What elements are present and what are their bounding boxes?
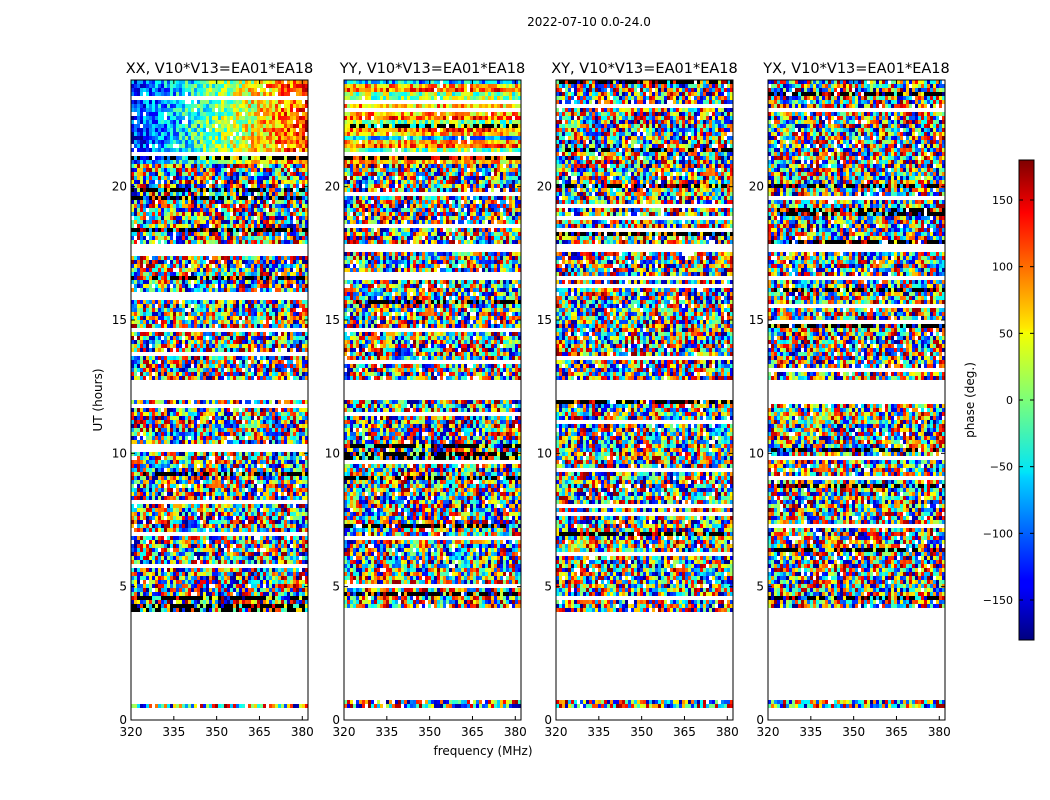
- y-tick-label: 5: [756, 580, 764, 594]
- panel-3: YX, V10*V13=EA01*EA18 320 335 350 365 380 0 5 10…: [749, 61, 951, 739]
- colorbar-label: phase (deg.): [963, 362, 977, 438]
- panel-2: XY, V10*V13=EA01*EA18 320 335 350 365 380 0 5 10…: [537, 61, 739, 739]
- panel-1: YY, V10*V13=EA01*EA18 320 335 350 365 380 0 5 10…: [325, 61, 527, 739]
- y-tick-label: 5: [544, 580, 552, 594]
- x-tick-label: 350: [630, 725, 653, 739]
- axes-frame: [767, 79, 946, 721]
- y-tick-label: 20: [537, 180, 552, 194]
- colorbar-tick-label: 0: [1006, 394, 1013, 407]
- y-tick-label: 10: [537, 446, 552, 460]
- x-tick-label: 350: [418, 725, 441, 739]
- y-tick-label: 10: [325, 446, 340, 460]
- panel-0: XX, V10*V13=EA01*EA18 320 335 350 365 380 0 5 10…: [112, 61, 314, 739]
- axes-frame: [130, 79, 309, 721]
- y-tick-label: 10: [112, 446, 127, 460]
- x-tick-label: 365: [248, 725, 271, 739]
- x-tick-label: 365: [673, 725, 696, 739]
- y-tick-label: 10: [749, 446, 764, 460]
- x-tick-label: 320: [545, 725, 568, 739]
- x-tick-label: 365: [885, 725, 908, 739]
- heatmap-image: [768, 80, 945, 720]
- panel-title: XY, V10*V13=EA01*EA18: [551, 61, 737, 77]
- y-tick-label: 0: [119, 713, 127, 727]
- colorbar-tick-label: −50: [990, 461, 1013, 474]
- x-axis-label: frequency (MHz): [433, 744, 532, 758]
- y-tick-label: 0: [544, 713, 552, 727]
- panel-title: YX, V10*V13=EA01*EA18: [762, 61, 949, 77]
- axes-frame: [555, 79, 734, 721]
- y-tick-label: 15: [537, 313, 552, 327]
- colorbar: 150 100 50 0 −50 −100 −150 phase (deg.): [963, 159, 1035, 641]
- y-tick-label: 0: [332, 713, 340, 727]
- heatmap-image: [556, 80, 733, 720]
- x-tick-label: 350: [842, 725, 865, 739]
- y-tick-label: 20: [749, 180, 764, 194]
- y-tick-label: 15: [325, 313, 340, 327]
- x-tick-label: 320: [757, 725, 780, 739]
- y-axis-label: UT (hours): [91, 368, 105, 431]
- colorbar-tick-label: −150: [983, 594, 1013, 607]
- axes-frame: [343, 79, 522, 721]
- x-tick-label: 320: [333, 725, 356, 739]
- suptitle: 2022-07-10 0.0-24.0: [527, 15, 651, 29]
- heatmap-image: [344, 80, 521, 720]
- y-tick-label: 20: [112, 180, 127, 194]
- y-tick-label: 0: [756, 713, 764, 727]
- y-tick-label: 20: [325, 180, 340, 194]
- x-tick-label: 380: [504, 725, 527, 739]
- y-tick-label: 5: [332, 580, 340, 594]
- colorbar-tick-label: −100: [983, 527, 1013, 540]
- colorbar-tick-label: 100: [992, 261, 1013, 274]
- x-tick-label: 335: [799, 725, 822, 739]
- y-tick-label: 15: [112, 313, 127, 327]
- x-tick-label: 350: [205, 725, 228, 739]
- heatmap-image: [131, 80, 308, 720]
- x-tick-label: 380: [291, 725, 314, 739]
- panel-title: YY, V10*V13=EA01*EA18: [339, 61, 525, 77]
- x-tick-label: 335: [375, 725, 398, 739]
- x-tick-label: 335: [162, 725, 185, 739]
- x-tick-label: 380: [716, 725, 739, 739]
- x-tick-label: 380: [928, 725, 951, 739]
- y-tick-label: 15: [749, 313, 764, 327]
- x-tick-label: 335: [587, 725, 610, 739]
- x-tick-label: 320: [120, 725, 143, 739]
- colorbar-tick-label: 50: [999, 327, 1013, 340]
- y-tick-label: 5: [119, 580, 127, 594]
- colorbar-tick-label: 150: [992, 194, 1013, 207]
- panel-title: XX, V10*V13=EA01*EA18: [126, 61, 314, 77]
- x-tick-label: 365: [461, 725, 484, 739]
